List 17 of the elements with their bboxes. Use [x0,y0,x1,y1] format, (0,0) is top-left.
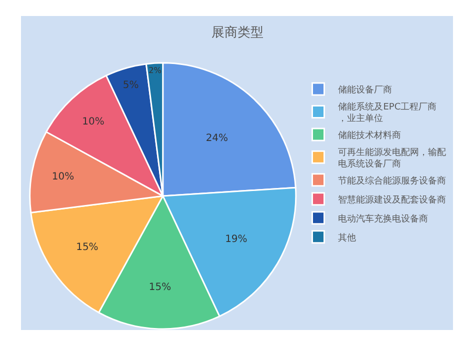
legend-label: 节能及综合能源服务设备商 [338,175,446,186]
legend-label: 其他 [338,232,356,244]
legend-label: 储能设备厂商 [338,84,392,96]
legend-label: 智慧能源建设及配套设备商 [338,194,446,206]
legend-label: 电动汽车充换电设备商 [338,213,428,224]
data-label: 2% [148,65,162,76]
data-label: 10% [52,171,74,182]
legend-label: 储能技术材料商 [338,130,402,141]
data-label: 19% [225,234,248,245]
data-label: 24% [206,132,228,144]
data-label: 10% [82,116,104,128]
data-label: 15% [76,242,98,253]
legend-label: 储能系统及EPC工程厂商，业主单位 [338,101,437,124]
legend-label: 可再生能源发电配网，输配电系统设备厂商 [338,146,446,170]
chart-title: 展商类型 [212,26,264,41]
data-label: 15% [148,282,172,293]
data-label: 5% [122,80,139,91]
